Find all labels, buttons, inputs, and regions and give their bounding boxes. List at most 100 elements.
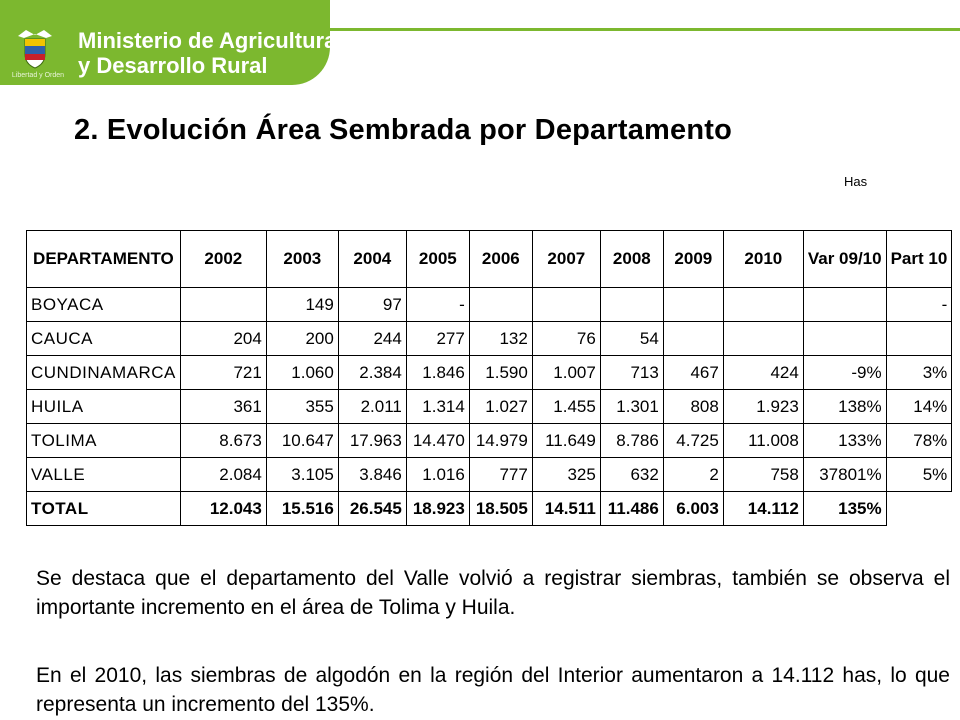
paragraph-2: En el 2010, las siembras de algodón en l… [36, 664, 950, 716]
department-cell: BOYACA [26, 287, 181, 322]
department-cell: HUILA [26, 389, 181, 424]
value-cell: 3.846 [337, 457, 407, 492]
value-cell: 26.545 [337, 491, 407, 526]
value-cell [886, 492, 952, 526]
value-cell: 18.505 [468, 491, 533, 526]
value-cell: 355 [265, 389, 339, 424]
table-row: HUILA 361 355 2.011 1.314 1.027 1.455 1.301 808 1… [26, 389, 953, 424]
value-cell: 37801% [802, 457, 887, 492]
value-cell: 11.008 [722, 423, 804, 458]
column-header: Var 09/10 [802, 230, 887, 288]
area-table: DEPARTAMENTO 2002 2003 2004 2005 2006 20… [26, 230, 953, 526]
value-cell: 1.590 [468, 355, 533, 390]
value-cell [722, 321, 804, 356]
value-cell: 361 [179, 389, 267, 424]
value-cell [179, 287, 267, 322]
column-header: 2005 [405, 230, 470, 288]
value-cell: 14% [885, 389, 953, 424]
value-cell: 1.314 [405, 389, 470, 424]
total-row: TOTAL 12.043 15.516 26.545 18.923 18.505 14.51… [26, 491, 952, 526]
table-header-row: DEPARTAMENTO 2002 2003 2004 2005 2006 20… [26, 230, 953, 288]
table-row: VALLE 2.084 3.105 3.846 1.016 777 325 632 2 758 37… [26, 457, 953, 492]
value-cell: 135% [802, 491, 887, 526]
value-cell: 4.725 [662, 423, 724, 458]
table-row: BOYACA 149 97- - [26, 287, 953, 322]
value-cell: 1.027 [468, 389, 533, 424]
crest-caption: Libertad y Orden [11, 72, 65, 79]
table-body: BOYACA 149 97- - CAUCA 204 200 244 277 132 76 54 CUN… [26, 287, 953, 526]
value-cell: 1.923 [722, 389, 804, 424]
value-cell [599, 287, 664, 322]
value-cell: 54 [599, 321, 664, 356]
value-cell: 149 [265, 287, 339, 322]
column-header: 2007 [531, 230, 601, 288]
value-cell: 1.016 [405, 457, 470, 492]
value-cell: 758 [722, 457, 804, 492]
value-cell: 132 [468, 321, 533, 356]
value-cell: 1.301 [599, 389, 664, 424]
column-header: 2009 [662, 230, 724, 288]
value-cell: 18.923 [405, 491, 470, 526]
value-cell: 204 [179, 321, 267, 356]
value-cell: 11.486 [599, 491, 664, 526]
value-cell: - [885, 287, 953, 322]
value-cell [885, 321, 953, 356]
value-cell [468, 287, 533, 322]
page-title: 2. Evolución Área Sembrada por Departame… [74, 114, 733, 146]
value-cell: 10.647 [265, 423, 339, 458]
value-cell [802, 287, 887, 322]
ministry-name-line1: Ministerio de Agricultura [78, 28, 337, 53]
value-cell: 133% [802, 423, 887, 458]
value-cell: 14.470 [405, 423, 470, 458]
value-cell: 17.963 [337, 423, 407, 458]
value-cell: 8.786 [599, 423, 664, 458]
value-cell [531, 287, 601, 322]
column-header: 2006 [468, 230, 533, 288]
department-cell: TOTAL [26, 491, 181, 526]
header-rule [330, 28, 960, 31]
column-header: DEPARTAMENTO [26, 230, 181, 288]
value-cell [722, 287, 804, 322]
value-cell: 1.846 [405, 355, 470, 390]
column-header: 2002 [179, 230, 267, 288]
department-cell: VALLE [26, 457, 181, 492]
paragraph-1: Se destaca que el departamento del Valle… [36, 567, 950, 619]
value-cell: 2.384 [337, 355, 407, 390]
value-cell: -9% [802, 355, 887, 390]
value-cell: 14.511 [531, 491, 601, 526]
value-cell: 713 [599, 355, 664, 390]
value-cell: 12.043 [179, 491, 267, 526]
value-cell: 325 [531, 457, 601, 492]
table-row: TOLIMA 8.673 10.647 17.963 14.470 14.979 11.64… [26, 423, 953, 458]
value-cell: 14.979 [468, 423, 533, 458]
value-cell [662, 321, 724, 356]
header-banner [0, 0, 330, 85]
value-cell: 2.011 [337, 389, 407, 424]
department-cell: TOLIMA [26, 423, 181, 458]
table-row: CUNDINAMARCA 721 1.060 2.384 1.846 1.590 1.007… [26, 355, 953, 390]
value-cell: 2 [662, 457, 724, 492]
ministry-name-line2: y Desarrollo Rural [78, 53, 268, 78]
value-cell: 15.516 [265, 491, 339, 526]
ministry-name: Ministerio de Agricultura y Desarrollo R… [78, 28, 336, 78]
value-cell: 2.084 [179, 457, 267, 492]
column-header: 2004 [337, 230, 407, 288]
value-cell: 808 [662, 389, 724, 424]
department-cell: CUNDINAMARCA [26, 355, 181, 390]
value-cell: 244 [337, 321, 407, 356]
value-cell: 138% [802, 389, 887, 424]
value-cell [662, 287, 724, 322]
value-cell: 5% [885, 457, 953, 492]
value-cell: 424 [722, 355, 804, 390]
value-cell: 1.455 [531, 389, 601, 424]
table-row: CAUCA 204 200 244 277 132 76 54 [26, 321, 953, 356]
value-cell: 467 [662, 355, 724, 390]
value-cell: 8.673 [179, 423, 267, 458]
value-cell: 1.007 [531, 355, 601, 390]
value-cell: 11.649 [531, 423, 601, 458]
column-header: 2008 [599, 230, 664, 288]
value-cell: 6.003 [662, 491, 724, 526]
value-cell: 632 [599, 457, 664, 492]
value-cell: - [405, 287, 470, 322]
column-header: Part 10 [885, 230, 953, 288]
